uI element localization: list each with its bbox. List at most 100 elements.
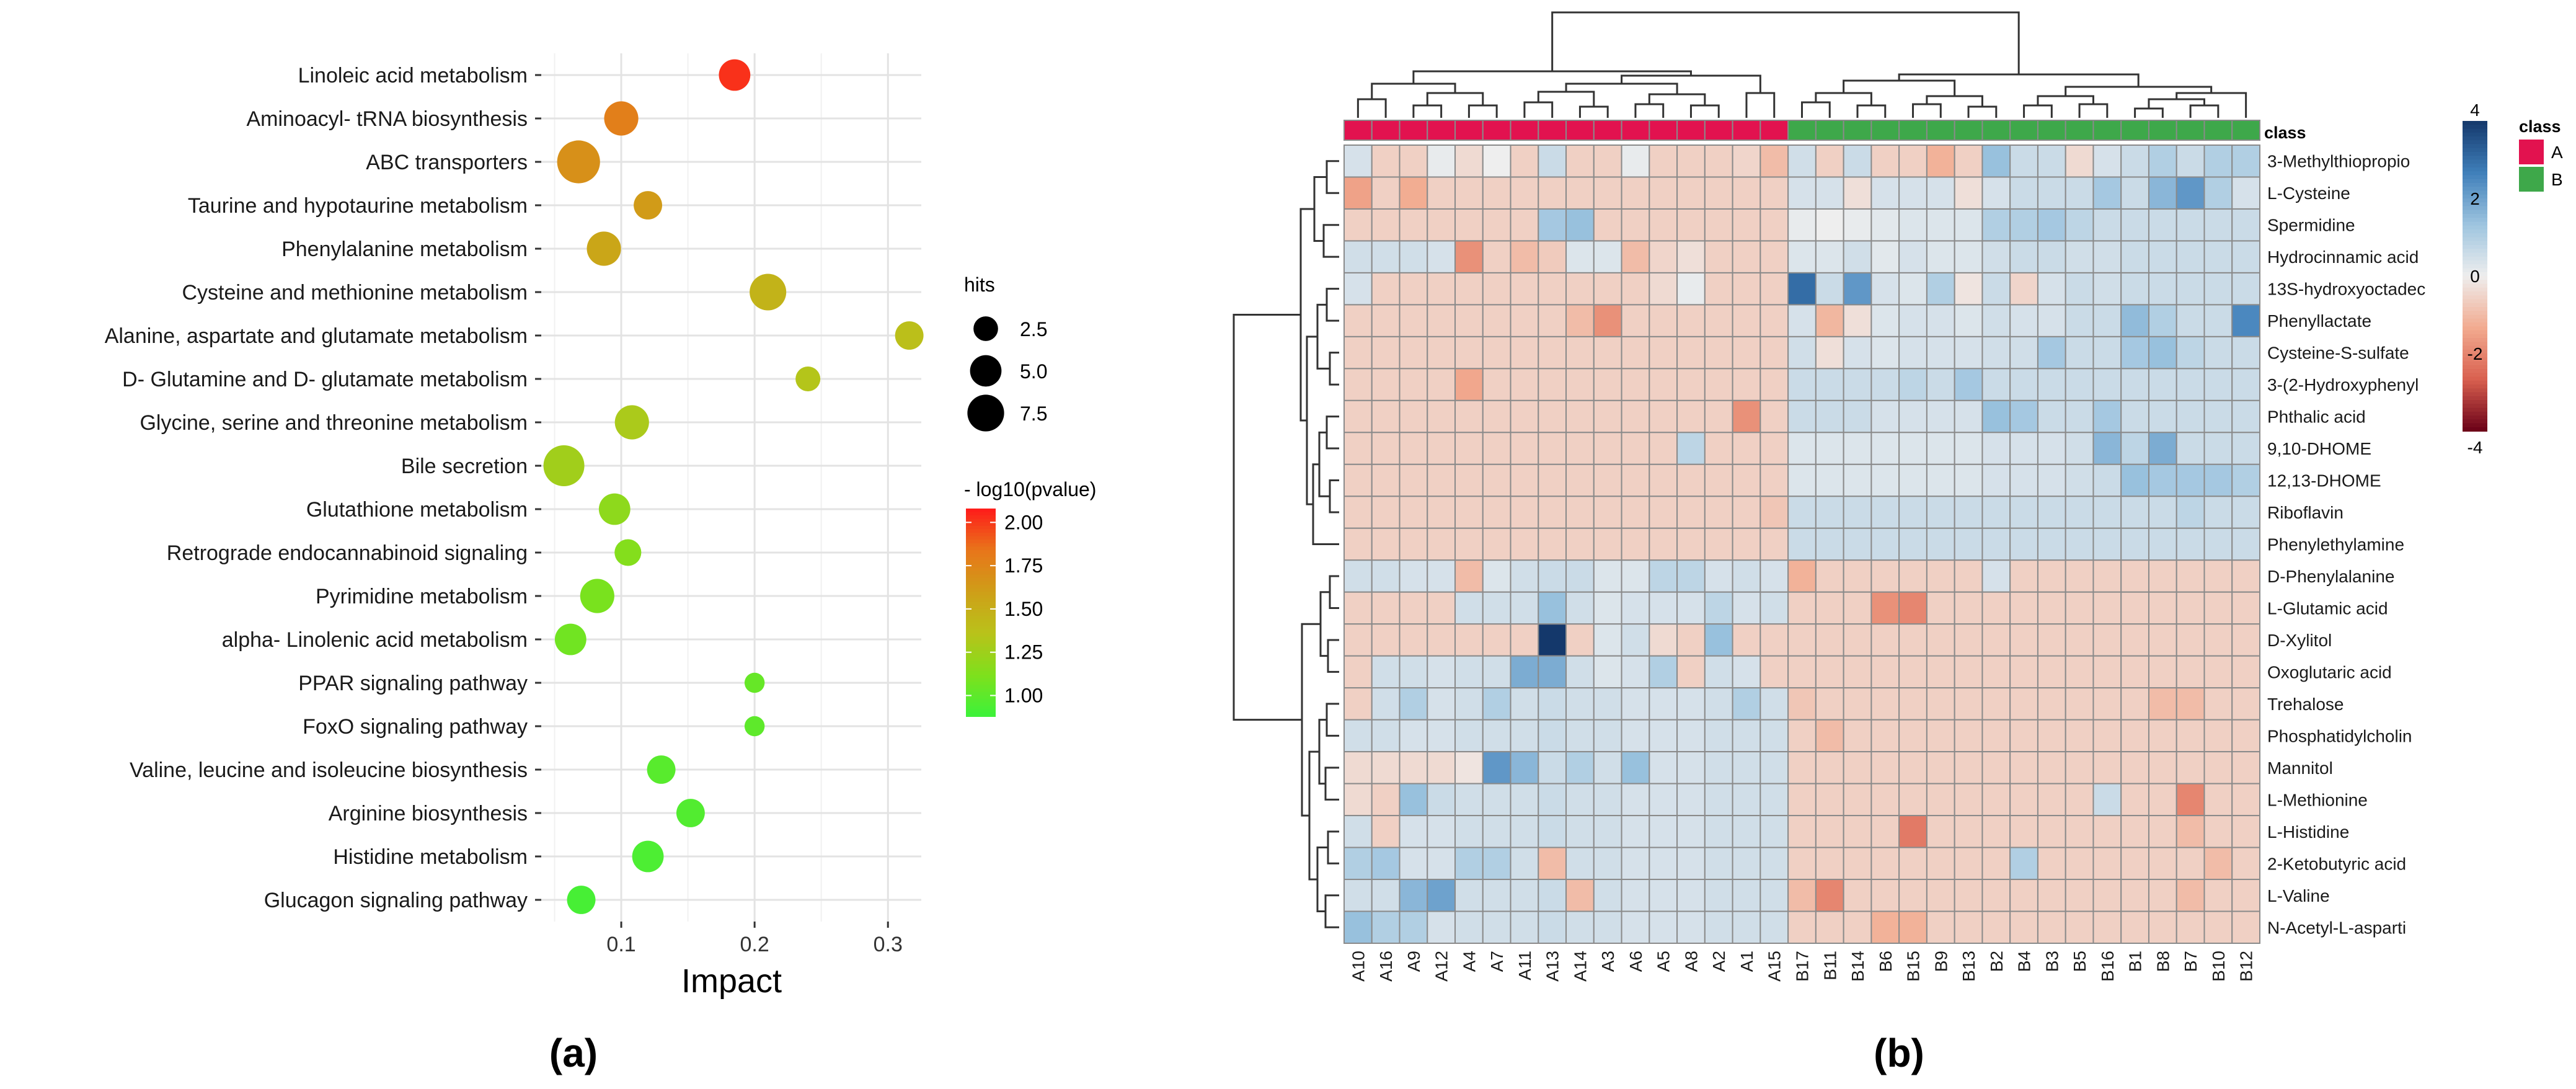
- scale-label: 4: [2470, 100, 2480, 120]
- heatmap-cell: [1399, 559, 1428, 593]
- heatmap-cell: [1898, 687, 1928, 721]
- row-label: 3-Methylthiopropio: [2267, 152, 2410, 171]
- heatmap-cell: [1954, 272, 1983, 306]
- heatmap-cell: [2148, 336, 2177, 370]
- heatmap-cell: [1898, 847, 1928, 881]
- heatmap-cell: [1815, 591, 1844, 625]
- heatmap-cell: [1815, 368, 1844, 401]
- heatmap-cell: [2231, 559, 2261, 593]
- legend-color-swatch: [966, 529, 996, 534]
- scale-swatch: [2463, 427, 2487, 432]
- heatmap-cell: [1676, 719, 1706, 753]
- heatmap-cell: [1843, 687, 1872, 721]
- scale-swatch: [2463, 311, 2487, 316]
- scale-swatch: [2463, 187, 2487, 192]
- heatmap-cell: [1454, 368, 1484, 401]
- heatmap-cell: [2231, 719, 2261, 753]
- dendrogram-branch: [2078, 103, 2109, 118]
- column-label: A15: [1765, 951, 1784, 982]
- heatmap-cells: [1343, 144, 2261, 945]
- heatmap-cell: [2148, 910, 2177, 945]
- scale-swatch: [2463, 384, 2487, 389]
- legend-color-swatch: [966, 592, 996, 596]
- heatmap-cell: [1482, 591, 1512, 625]
- heatmap-cell: [1510, 623, 1539, 657]
- scale-swatch: [2463, 400, 2487, 405]
- scale-swatch: [2463, 314, 2487, 319]
- heatmap-cell: [1565, 783, 1595, 817]
- panel-b-heatmap: class 3-Methylthiopropio L-Cysteine Spermi…: [1233, 11, 2563, 982]
- heatmap-cell: [1954, 559, 1983, 593]
- heatmap-cell: [2148, 304, 2177, 337]
- heatmap-cell: [1593, 336, 1622, 370]
- heatmap-cell: [1427, 815, 1456, 848]
- column-label: B11: [1820, 951, 1839, 980]
- heatmap-cell: [2148, 687, 2177, 721]
- heatmap-cell: [1565, 879, 1595, 912]
- heatmap-cell: [2120, 719, 2149, 753]
- class-cell: [1926, 120, 1955, 141]
- class-cell: [2092, 120, 2122, 141]
- pathway-label: Cysteine and methionine metabolism: [182, 281, 528, 304]
- x-tick-label: 0.1: [606, 933, 635, 956]
- data-point: [676, 799, 705, 827]
- heatmap-cell: [1787, 463, 1817, 497]
- heatmap-cell: [1538, 144, 1567, 178]
- heatmap-cell: [1981, 144, 2011, 178]
- heatmap-cell: [1399, 144, 1428, 178]
- heatmap-cell: [1371, 496, 1401, 529]
- heatmap-cell: [1787, 655, 1817, 689]
- heatmap-cell: [2120, 399, 2149, 433]
- heatmap-cell: [1815, 176, 1844, 210]
- scale-swatch: [2463, 392, 2487, 397]
- heatmap-cell: [1538, 336, 1567, 370]
- heatmap-cell: [2009, 527, 2038, 561]
- class-cell: [1454, 120, 1484, 141]
- heatmap-cell: [1787, 591, 1817, 625]
- legend-color-swatch: [966, 557, 996, 561]
- heatmap-cell: [2120, 336, 2149, 370]
- heatmap-cell: [1565, 432, 1595, 465]
- class-cell: [1538, 120, 1567, 141]
- heatmap-cell: [1843, 144, 1872, 178]
- row-label: D-Phenylalanine: [2267, 567, 2394, 586]
- heatmap-cell: [1981, 847, 2011, 881]
- heatmap-cell: [1981, 559, 2011, 593]
- dendrogram-branch: [1357, 98, 1387, 118]
- heatmap-cell: [1759, 208, 1789, 242]
- heatmap-cell: [1732, 815, 1761, 848]
- heatmap-cell: [1704, 399, 1733, 433]
- heatmap-cell: [1954, 910, 1983, 945]
- heatmap-cell: [1621, 687, 1650, 721]
- heatmap-cell: [2065, 336, 2094, 370]
- legend-color-swatch: [966, 643, 996, 648]
- row-dendrogram: [1233, 160, 1339, 928]
- heatmap-cell: [1649, 240, 1678, 273]
- heatmap-cell: [1787, 783, 1817, 817]
- plot-a-x-ticks: 0.1 0.2 0.3: [606, 922, 903, 956]
- heatmap-cell: [1565, 655, 1595, 689]
- heatmap-cell: [2092, 687, 2122, 721]
- legend-color-swatch: [966, 650, 996, 655]
- dendrogram-branch: [1329, 575, 1339, 609]
- heatmap-cell: [2037, 879, 2066, 912]
- heatmap-cell: [1621, 272, 1650, 306]
- heatmap-cell: [2009, 655, 2038, 689]
- heatmap-cell: [1759, 304, 1789, 337]
- dendrogram-branch: [1801, 101, 1831, 118]
- heatmap-cell: [1343, 272, 1373, 306]
- dendrogram-branch: [1327, 639, 1339, 673]
- legend-color-swatch: [966, 640, 996, 644]
- heatmap-cell: [1676, 304, 1706, 337]
- heatmap-cell: [1538, 432, 1567, 465]
- heatmap-cell: [1371, 208, 1401, 242]
- heatmap-cell: [1787, 719, 1817, 753]
- data-point: [604, 101, 639, 136]
- heatmap-cell: [1926, 336, 1955, 370]
- dendrogram-branch: [1856, 104, 1887, 118]
- heatmap-cell: [1427, 399, 1456, 433]
- heatmap-cell: [1843, 815, 1872, 848]
- heatmap-cell: [2092, 240, 2122, 273]
- heatmap-cell: [1621, 815, 1650, 848]
- heatmap-cell: [1371, 591, 1401, 625]
